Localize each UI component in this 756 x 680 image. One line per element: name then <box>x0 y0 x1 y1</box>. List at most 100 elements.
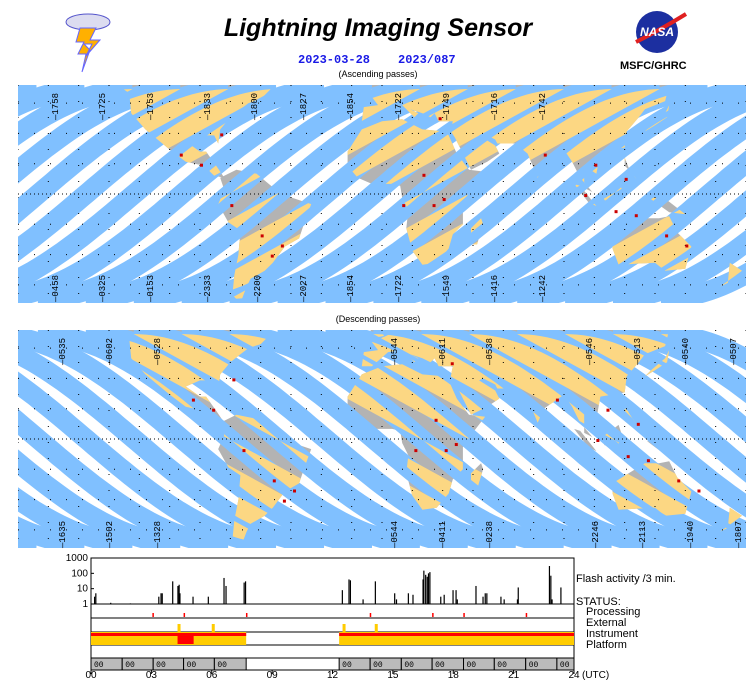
orbit-swath <box>18 487 133 548</box>
ascending-crossing-time-top: —1725 <box>98 92 108 120</box>
nasa-logo: NASA <box>635 11 688 53</box>
flash-bar <box>192 596 194 604</box>
descending-crossing-time-top: —0513 <box>633 337 643 365</box>
flash-bar <box>516 599 519 604</box>
instrument-anomaly <box>185 636 194 644</box>
descending-crossing-time-top: —0540 <box>681 337 691 365</box>
svg-text:NASA: NASA <box>640 25 674 39</box>
flash-bar <box>179 593 181 604</box>
orbit-swath <box>18 85 373 303</box>
orbit-swath <box>468 115 746 303</box>
x-tick-label: 06 <box>206 670 218 680</box>
orbit-swath <box>612 330 746 404</box>
descending-crossing-time-bottom: —2113 <box>638 520 648 548</box>
orbit-label: 00 <box>529 661 539 670</box>
status-processing-label: Processing <box>586 606 641 618</box>
flash-bar <box>160 593 162 604</box>
swath-landmass-namerica <box>42 89 271 178</box>
flash-bar <box>395 599 398 604</box>
flash-bar <box>551 599 553 604</box>
lightning-flash <box>402 204 406 208</box>
flash-bar <box>341 590 343 604</box>
lightning-flash <box>636 422 640 426</box>
flash-bar <box>407 593 409 604</box>
ascending-crossing-time-top: —1753 <box>146 92 156 120</box>
flash-bar <box>394 593 396 604</box>
orbit-swath <box>564 190 746 303</box>
lightning-flash <box>685 244 689 248</box>
lightning-flash <box>414 449 418 453</box>
orbit-swath <box>18 85 181 184</box>
orbit-label: 00 <box>373 661 383 670</box>
x-tick-label: 03 <box>146 670 158 680</box>
orbit-label: 00 <box>125 661 135 670</box>
descending-crossing-time-bottom: —1328 <box>153 520 163 548</box>
lightning-flash <box>282 499 286 503</box>
orbit-label: 00 <box>560 661 570 670</box>
ascending-crossing-time-bottom: —2027 <box>299 274 309 302</box>
flash-bar <box>486 593 488 604</box>
x-tick-label: 24 <box>568 670 580 680</box>
external-event <box>177 624 181 632</box>
flash-bar <box>443 594 445 604</box>
descending-crossing-time-top: —0546 <box>585 337 595 365</box>
orbit-swath <box>18 449 181 548</box>
ascending-crossing-time-top: —1833 <box>203 92 213 120</box>
flash-bar <box>172 581 174 604</box>
lightning-flash <box>220 133 224 137</box>
ascending-crossing-time-bottom: —0153 <box>146 274 156 302</box>
descending-crossing-time-bottom: —1635 <box>58 520 68 548</box>
flash-bar <box>550 575 552 604</box>
descending-crossing-time-bottom: —0544 <box>390 520 400 548</box>
lightning-flash <box>634 214 638 218</box>
lightning-flash <box>432 204 436 208</box>
descending-crossing-time-top: —0528 <box>153 337 163 365</box>
processing-mark <box>432 613 434 617</box>
flash-bar <box>374 581 376 604</box>
lightning-flash <box>230 204 234 208</box>
lightning-flash <box>270 254 274 258</box>
flash-bar <box>500 596 502 604</box>
orbit-swath <box>37 85 421 303</box>
ascending-crossing-time-bottom: —1722 <box>394 274 404 302</box>
lightning-flash <box>450 362 454 366</box>
flash-bar <box>426 576 428 604</box>
flash-bar <box>158 596 160 604</box>
ascending-crossing-time-bottom: —1854 <box>346 274 356 302</box>
descending-crossing-time-bottom: —1807 <box>734 520 744 548</box>
orbit-swath <box>516 150 746 303</box>
orbit-swath <box>372 85 746 303</box>
lightning-flash <box>697 489 701 493</box>
flash-bar <box>225 585 227 604</box>
flash-bar <box>475 585 477 604</box>
lightning-flash <box>260 234 264 238</box>
descending-crossing-time-bottom: —1940 <box>686 520 696 548</box>
orbit-swath <box>660 262 746 303</box>
x-tick-label: 15 <box>387 670 399 680</box>
flash-bar <box>484 593 486 604</box>
flash-bar <box>429 572 431 604</box>
orbit-segment <box>556 657 575 671</box>
chart-frame <box>90 557 575 671</box>
x-tick-label: 00 <box>85 670 97 680</box>
flash-bar <box>503 599 505 604</box>
orbit-label: 00 <box>342 661 352 670</box>
descending-crossing-time-bottom: —2246 <box>591 520 601 548</box>
lightning-flash <box>626 455 630 459</box>
ascending-crossing-time-bottom: —1242 <box>538 274 548 302</box>
descending-crossing-time-top: —0535 <box>58 337 68 365</box>
lightning-flash <box>454 443 458 447</box>
external-event <box>374 624 378 632</box>
lightning-flash <box>434 418 438 422</box>
processing-mark <box>369 613 372 617</box>
flash-bar <box>110 602 112 604</box>
descending-crossing-time-top: —0611 <box>438 337 448 365</box>
external-event <box>211 624 215 632</box>
orbit-swath <box>18 330 373 548</box>
flash-bar <box>349 580 352 604</box>
orbit-swath <box>18 408 229 548</box>
instrument-error-bar <box>339 633 574 636</box>
processing-mark <box>152 613 154 617</box>
external-event <box>342 624 346 632</box>
